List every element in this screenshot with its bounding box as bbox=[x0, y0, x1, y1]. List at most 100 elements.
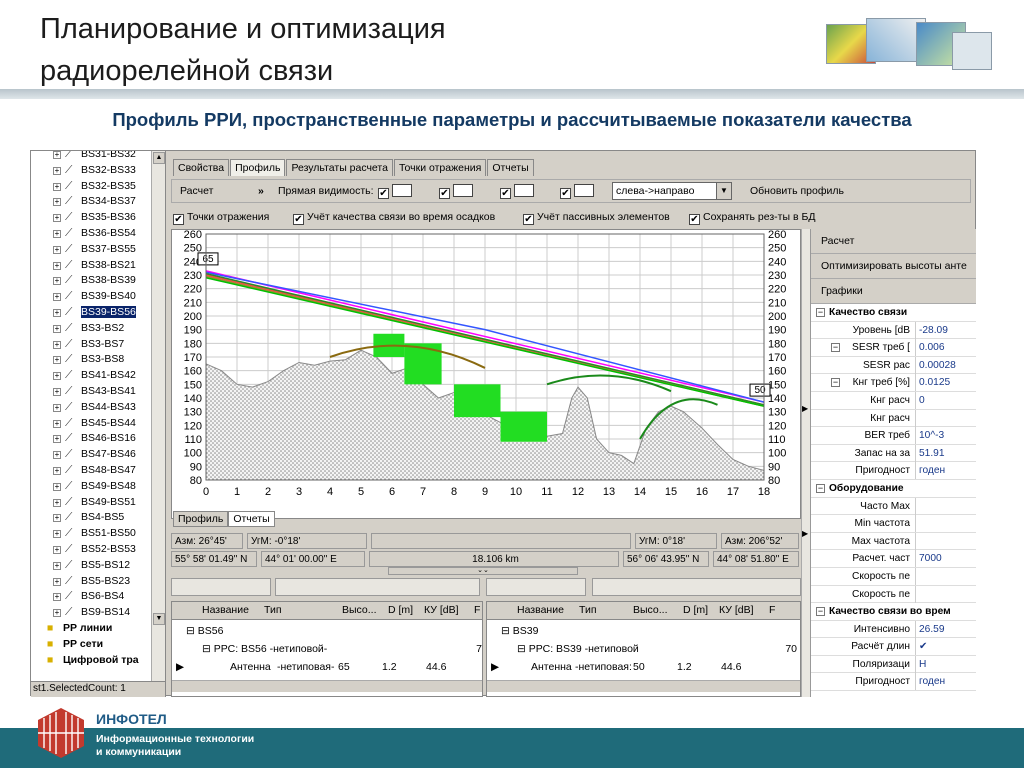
tree-item[interactable]: + ⟋ BS6-BS4 bbox=[31, 589, 151, 605]
subtab-profile[interactable]: Профиль bbox=[173, 511, 229, 527]
tree-item[interactable]: + ⟋ BS46-BS16 bbox=[31, 431, 151, 447]
property-row[interactable]: Расчёт длин ✔ bbox=[811, 638, 976, 656]
property-row[interactable]: BER треб 10^-3 bbox=[811, 427, 976, 445]
property-row[interactable]: Max частота bbox=[811, 532, 976, 551]
grid-row-rrs[interactable]: ⊟ РРС: BS56 -нетиповой- 7 bbox=[202, 643, 482, 655]
property-row[interactable]: Часто Max bbox=[811, 497, 976, 516]
expand-icon[interactable]: + bbox=[53, 213, 61, 223]
tree-item[interactable]: + ⟋ BS34-BS37 bbox=[31, 194, 151, 210]
collapse-icon[interactable]: − bbox=[816, 307, 825, 317]
expand-icon[interactable]: + bbox=[53, 228, 61, 238]
tree-item[interactable]: + ⟋ BS4-BS5 bbox=[31, 510, 151, 526]
calc-button[interactable]: Расчет bbox=[180, 185, 214, 197]
tree-item[interactable]: + ⟋ BS5-BS23 bbox=[31, 574, 151, 590]
expand-icon[interactable]: + bbox=[53, 355, 61, 365]
expand-icon[interactable]: + bbox=[53, 497, 61, 507]
option-reflection-points[interactable]: ✔ Точки отражения bbox=[173, 211, 270, 225]
option-save-db[interactable]: ✔ Сохранять рез-ты в БД bbox=[689, 211, 816, 225]
tab-reflection-points[interactable]: Точки отражения bbox=[393, 159, 487, 176]
grid-row-antenna[interactable]: ▶ Антенна -нетиповая: 50 1.2 44.6 bbox=[491, 661, 742, 673]
tree-folder[interactable]: ■ РР сети bbox=[31, 637, 151, 653]
refresh-profile-button[interactable]: Обновить профиль bbox=[750, 185, 844, 197]
side-calc-button[interactable]: Расчет bbox=[811, 229, 976, 254]
direction-select[interactable]: слева->направо ▼ bbox=[612, 182, 732, 200]
property-row[interactable]: Расчет. част 7000 bbox=[811, 550, 976, 568]
tree-item[interactable]: + ⟋ BS39-BS40 bbox=[31, 289, 151, 305]
subtab-reports[interactable]: Отчеты bbox=[228, 511, 275, 527]
property-row[interactable]: Пригодност годен bbox=[811, 673, 976, 692]
tab-reports[interactable]: Отчеты bbox=[487, 159, 534, 176]
tree-scrollbar[interactable]: ▲ ▼ bbox=[151, 151, 165, 681]
property-row[interactable]: Скорость пе bbox=[811, 567, 976, 586]
property-row[interactable]: Скорость пе bbox=[811, 585, 976, 604]
expand-icon[interactable]: + bbox=[53, 402, 61, 412]
property-row[interactable]: Запас на за 51.91 bbox=[811, 444, 976, 463]
collapse-icon[interactable]: − bbox=[816, 482, 825, 493]
expand-icon[interactable]: + bbox=[53, 560, 61, 570]
tree-item[interactable]: + ⟋ BS52-BS53 bbox=[31, 542, 151, 558]
expand-icon[interactable]: + bbox=[53, 260, 61, 270]
expand-icon[interactable]: + bbox=[53, 181, 61, 191]
info-scrollbar[interactable]: ⌄⌄ bbox=[388, 567, 578, 575]
tree-item[interactable]: + ⟋ BS49-BS48 bbox=[31, 479, 151, 495]
tree-item[interactable]: + ⟋ BS49-BS51 bbox=[31, 495, 151, 511]
property-row[interactable]: Поляризаци H bbox=[811, 655, 976, 674]
expand-icon[interactable]: + bbox=[53, 371, 61, 381]
collapse-icon[interactable]: − bbox=[831, 342, 840, 353]
property-group[interactable]: − Оборудование bbox=[811, 480, 976, 498]
option-rain-quality[interactable]: ✔ Учёт качества связи во время осадков bbox=[293, 211, 496, 225]
tab-properties[interactable]: Свойства bbox=[173, 159, 230, 176]
property-row[interactable]: Уровень [dB -28.09 bbox=[811, 321, 976, 340]
more-button[interactable]: » bbox=[258, 185, 264, 197]
expand-icon[interactable]: + bbox=[53, 608, 61, 618]
tree-item[interactable]: + ⟋ BS32-BS35 bbox=[31, 179, 151, 195]
property-row[interactable]: SESR рас 0.00028 bbox=[811, 356, 976, 375]
los-option-1[interactable]: ✔ bbox=[378, 183, 412, 199]
los-option-4[interactable]: ✔ bbox=[560, 183, 594, 199]
grid-row-node[interactable]: ⊟ BS39 bbox=[501, 625, 539, 637]
optimize-heights-button[interactable]: Оптимизировать высоты анте bbox=[811, 254, 976, 279]
grid-row-node[interactable]: ⊟ BS56 bbox=[186, 625, 224, 637]
graphs-button[interactable]: Графики bbox=[811, 279, 976, 304]
tree-item[interactable]: + ⟋ BS38-BS39 bbox=[31, 273, 151, 289]
option-passive-elements[interactable]: ✔ Учёт пассивных элементов bbox=[523, 211, 670, 225]
tab-profile[interactable]: Профиль bbox=[230, 159, 286, 176]
tree-folder[interactable]: ■ РР линии bbox=[31, 621, 151, 637]
property-row[interactable]: Пригодност годен bbox=[811, 462, 976, 480]
expand-icon[interactable]: + bbox=[53, 307, 61, 317]
expand-icon[interactable]: + bbox=[53, 197, 61, 207]
property-group[interactable]: − Качество связи во врем bbox=[811, 603, 976, 621]
tree-item[interactable]: + ⟋ BS48-BS47 bbox=[31, 463, 151, 479]
tree-item[interactable]: + ⟋ BS5-BS12 bbox=[31, 558, 151, 574]
chart-scrollbar[interactable]: ▶ ▶ bbox=[801, 229, 810, 697]
expand-icon[interactable]: + bbox=[53, 165, 61, 175]
expand-icon[interactable]: + bbox=[53, 244, 61, 254]
property-row[interactable]: Min частота bbox=[811, 515, 976, 533]
collapse-icon[interactable]: − bbox=[831, 377, 840, 388]
tree-item[interactable]: + ⟋ BS3-BS7 bbox=[31, 337, 151, 353]
tree-folder[interactable]: ■ Цифровой тра bbox=[31, 653, 151, 669]
expand-icon[interactable]: + bbox=[53, 465, 61, 475]
tree-item[interactable]: + ⟋ BS3-BS2 bbox=[31, 321, 151, 337]
collapse-icon[interactable]: − bbox=[816, 606, 825, 617]
tree-item[interactable]: + ⟋ BS39-BS56 bbox=[31, 304, 151, 321]
property-row[interactable]: Кнг расч 0 bbox=[811, 391, 976, 410]
expand-icon[interactable]: + bbox=[53, 434, 61, 444]
property-row[interactable]: − Кнг треб [%] 0.0125 bbox=[811, 374, 976, 392]
grid-row-rrs[interactable]: ⊟ РРС: BS39 -нетиповой 70 bbox=[517, 643, 797, 655]
expand-icon[interactable]: + bbox=[53, 576, 61, 586]
expand-icon[interactable]: + bbox=[53, 151, 61, 159]
tree-item[interactable]: + ⟋ BS36-BS54 bbox=[31, 226, 151, 242]
property-row[interactable]: − SESR треб [0.006 bbox=[811, 339, 976, 357]
tree-item[interactable]: + ⟋ BS51-BS50 bbox=[31, 526, 151, 542]
property-group[interactable]: − Качество связи bbox=[811, 304, 976, 322]
expand-icon[interactable]: + bbox=[53, 323, 61, 333]
tree-item[interactable]: + ⟋ BS32-BS33 bbox=[31, 163, 151, 179]
tree-item[interactable]: + ⟋ BS9-BS14 bbox=[31, 605, 151, 621]
property-row[interactable]: Интенсивно 26.59 bbox=[811, 620, 976, 639]
expand-icon[interactable]: + bbox=[53, 450, 61, 460]
tree-item[interactable]: + ⟋ BS38-BS21 bbox=[31, 258, 151, 274]
tree-item[interactable]: + ⟋ BS31-BS32 bbox=[31, 151, 151, 163]
expand-icon[interactable]: + bbox=[53, 386, 61, 396]
expand-icon[interactable]: + bbox=[53, 292, 61, 302]
